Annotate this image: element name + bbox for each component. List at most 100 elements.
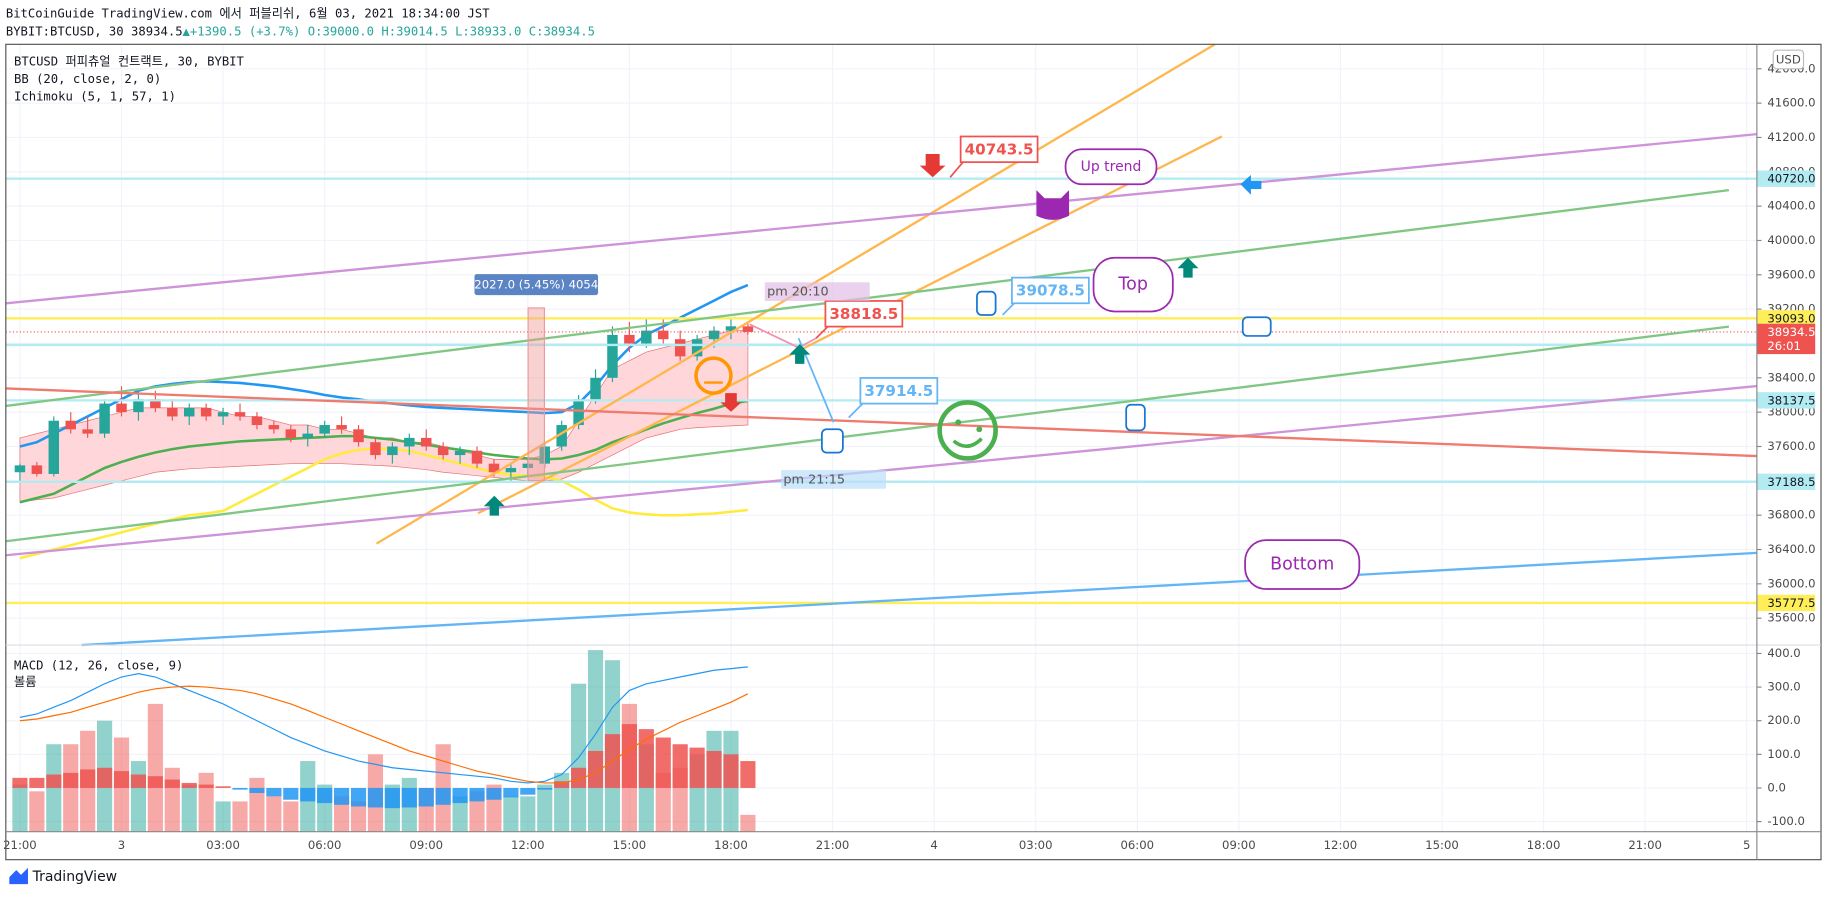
price-tag-label: 38137.5 [1767, 393, 1815, 407]
drawings: 40743.5 Up trend 39078.5 Top 38818.5 379… [5, 43, 1757, 647]
price-tag [1756, 392, 1816, 409]
time-note-box [764, 282, 870, 301]
candle-body [133, 399, 144, 413]
countdown: 26:01 [1767, 339, 1801, 353]
currency: USD [1776, 53, 1801, 67]
callout-box [1092, 256, 1174, 313]
x-tick-label: 06:00 [308, 838, 342, 852]
face-icon [694, 356, 733, 395]
time-note-box [781, 470, 887, 489]
candle-body [708, 330, 720, 340]
y-tick-label: 40400.0 [1767, 199, 1815, 213]
y-tick-label: 38400.0 [1767, 370, 1815, 384]
chart-border [5, 43, 1822, 861]
candle-body [607, 334, 618, 378]
macd-histogram-bar [215, 786, 231, 788]
candle-body [150, 399, 161, 408]
volume-bar [164, 767, 180, 832]
macd-histogram-bar [401, 787, 417, 808]
callout-pointer [848, 402, 864, 419]
candle-body [285, 429, 297, 438]
macd-histogram-bar [554, 781, 570, 788]
hand-icon [821, 428, 844, 454]
callout-box [1244, 539, 1361, 590]
macd-histogram-bar [740, 761, 756, 788]
macd-histogram-bar [63, 772, 79, 788]
x-tick-label: 21:00 [816, 838, 850, 852]
macd-histogram-bar [384, 787, 400, 809]
price-note-box [959, 135, 1039, 164]
price-tag [1756, 473, 1816, 490]
volume-bar [283, 801, 299, 832]
volume-bar [520, 796, 536, 832]
candle-body [82, 429, 93, 434]
macd-histogram-bar [46, 774, 62, 788]
x-tick-label: 03:00 [1019, 838, 1053, 852]
candle-body [217, 412, 229, 417]
x-tick-label: 4 [930, 838, 937, 852]
macd-histogram-bar [283, 787, 299, 800]
hand-icon [976, 290, 997, 316]
candle-body [116, 403, 127, 413]
candle-body [387, 446, 398, 456]
time-note: pm 20:10 [767, 285, 829, 300]
macd-histogram-bar [469, 787, 485, 802]
macd-histogram-bar [29, 777, 45, 788]
macd-histogram-bar [638, 729, 654, 788]
candle-body [641, 330, 652, 344]
volume-bar [249, 777, 265, 832]
x-tick-label: 09:00 [1222, 838, 1256, 852]
smiley-eye [976, 426, 983, 433]
candle-body [31, 465, 43, 474]
y-tick-label: -100.0 [1767, 814, 1805, 828]
measure-label-box [474, 274, 599, 296]
publish-info: BitCoinGuide TradingView.com 에서 퍼블리쉬, 6월… [6, 6, 490, 20]
candle-body [319, 425, 330, 434]
x-tick-label: 18:00 [1527, 838, 1561, 852]
hand-icon [1241, 316, 1272, 337]
x-tick-label: 12:00 [511, 838, 545, 852]
macd-histogram-bar [181, 782, 197, 788]
last-price-label: 38934.5 [1767, 325, 1815, 339]
smiley-icon [937, 400, 998, 461]
left-arrow [1240, 174, 1262, 195]
macd-histogram-bar [198, 784, 214, 788]
macd-histogram-bar [672, 744, 688, 788]
volume-bar [215, 801, 231, 832]
grid [5, 44, 1757, 832]
candle-body [302, 433, 313, 438]
x-tick-label: 15:00 [613, 838, 647, 852]
candle-body [336, 425, 347, 430]
macd-histogram-bar [249, 787, 265, 794]
x-tick-label: 18:00 [714, 838, 748, 852]
candle-body [505, 467, 517, 473]
candle-body [268, 425, 280, 430]
macd-histogram-bar [452, 787, 468, 804]
volume-bar [334, 796, 350, 832]
legend-entry: Ichimoku (5, 1, 57, 1) [14, 89, 176, 103]
y-tick-label: 35600.0 [1767, 611, 1815, 625]
y-tick-label: 0.0 [1767, 780, 1786, 794]
price-tag-label: 35777.5 [1767, 596, 1815, 610]
callout-pointer [815, 325, 829, 339]
down-arrow [919, 153, 946, 178]
price-tag [1756, 310, 1816, 327]
volume-bar [232, 801, 248, 832]
trend-line [81, 551, 1757, 647]
y-tick-label: 36800.0 [1767, 508, 1815, 522]
macd-line [19, 685, 749, 784]
time-axis-bg [5, 831, 1822, 860]
volume-bar [198, 772, 214, 832]
candle-body [691, 339, 703, 357]
x-tick-label: 09:00 [409, 838, 443, 852]
y-tick-label: 36400.0 [1767, 542, 1815, 556]
macd-histogram-bar [435, 787, 451, 805]
candle-body [488, 463, 500, 473]
price-tag [1756, 170, 1816, 187]
callout-text: Up trend [1081, 159, 1142, 175]
macd-histogram-bar [571, 767, 587, 788]
macd-histogram-bar [689, 747, 705, 788]
volume-bar [181, 784, 197, 832]
candle-body [556, 425, 567, 447]
volume-bar [350, 801, 367, 832]
